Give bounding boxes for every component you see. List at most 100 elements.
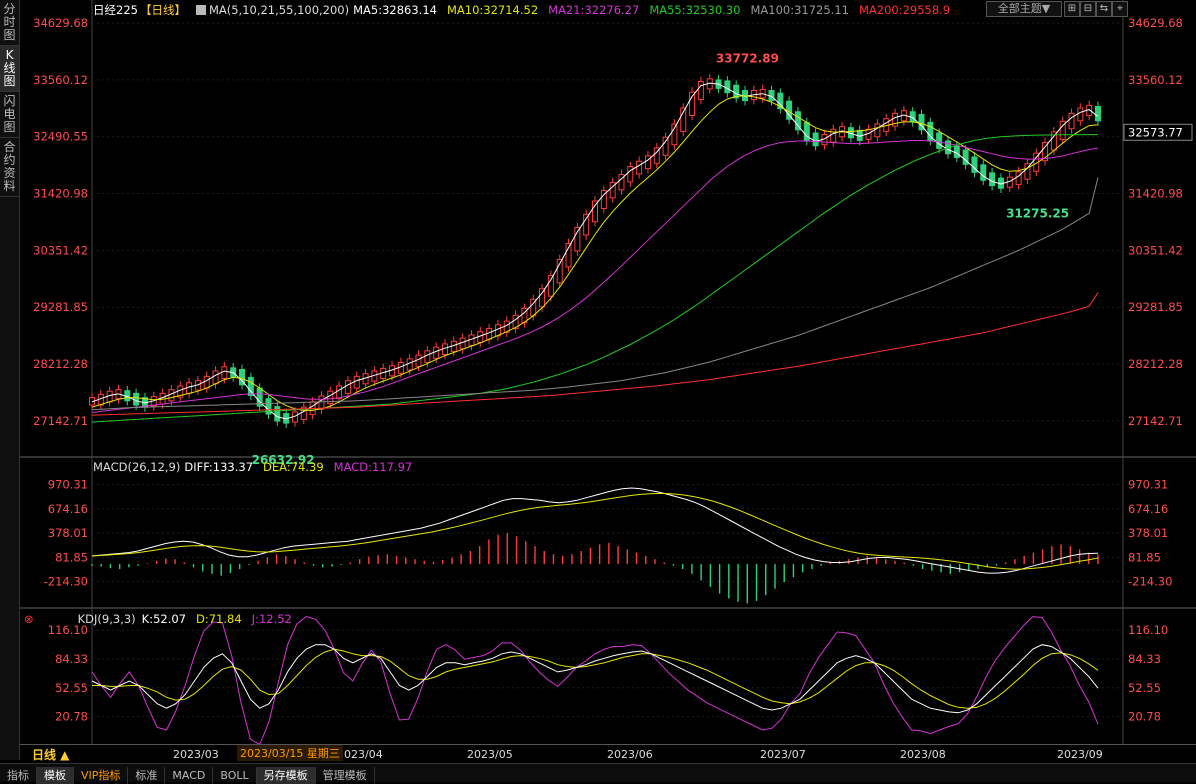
macd-header: MACD(26,12,9) DIFF:133.37 DEA:74.39 MACD:11…: [93, 460, 422, 474]
last-price-box: [1123, 123, 1193, 141]
high-price-label: 33772.89: [716, 52, 779, 66]
candle-body: [1095, 105, 1101, 122]
candle-body: [874, 123, 881, 138]
theme-dropdown[interactable]: 全部主题▼: [986, 1, 1062, 17]
candle-body: [424, 350, 431, 364]
side-tab-timeshare[interactable]: 分时图: [0, 0, 19, 46]
candle-body: [671, 123, 678, 146]
candle-body: [415, 354, 422, 367]
candle-body: [794, 111, 801, 131]
candle-body: [777, 92, 784, 110]
y-tick-label-right: 970.31: [1128, 478, 1168, 492]
candle-body: [609, 181, 616, 199]
kdj-j-line: [91, 616, 1099, 744]
y-tick-label-left: 970.31: [48, 478, 88, 492]
candle-body: [353, 375, 360, 389]
y-tick-label-left: 33560.12: [33, 73, 88, 87]
main-header: 日经225 【日线】 MA(5,10,21,55,100,200) MA5:32863…: [93, 2, 960, 18]
y-tick-label-left: 29281.85: [33, 300, 88, 314]
tab-indicator[interactable]: 指标: [0, 767, 37, 784]
candle-body: [212, 370, 219, 385]
candle-body: [1042, 142, 1049, 162]
candle-body: [1077, 107, 1084, 122]
last-price-label: 32573.77: [1128, 125, 1183, 139]
tab-vip-indicator[interactable]: VIP指标: [74, 767, 129, 784]
y-tick-label-left: 30351.42: [33, 243, 88, 257]
y-tick-label-left: 52.55: [55, 681, 88, 695]
y-tick-label-left: 27142.71: [33, 414, 88, 428]
kdj-header: ⊗ KDJ(9,3,3) K:52.07 D:71.84 J:12.52: [24, 612, 302, 626]
zoom-out-icon[interactable]: ⊟: [1080, 1, 1096, 17]
instrument-title: 日经225: [93, 3, 138, 17]
ma10-line: [91, 95, 1099, 411]
candle-body: [583, 213, 590, 236]
bottom-toolbar: 指标 模板 VIP指标 标准 MACD BOLL 另存模板 管理模板: [0, 763, 1196, 784]
tab-boll[interactable]: BOLL: [213, 767, 257, 784]
candle-body: [133, 392, 140, 406]
x-label: 2023/05: [467, 748, 513, 761]
tab-macd[interactable]: MACD: [165, 767, 214, 784]
candle-body: [936, 132, 943, 149]
candle-body: [512, 314, 519, 330]
y-tick-label-right: 116.10: [1128, 623, 1168, 637]
side-tab-kline[interactable]: K线图: [0, 46, 19, 92]
y-tick-label-right: 31420.98: [1128, 187, 1183, 201]
tab-standard[interactable]: 标准: [128, 767, 166, 784]
tab-manage-template[interactable]: 管理模板: [316, 767, 375, 784]
y-tick-label-right: 27142.71: [1128, 414, 1183, 428]
candle-body: [653, 147, 660, 164]
candle-body: [918, 113, 925, 131]
y-tick-label-right: 674.16: [1128, 502, 1168, 516]
y-tick-label-right: 378.01: [1128, 526, 1168, 540]
macd-params: MACD(26,12,9): [93, 460, 181, 474]
tab-save-template[interactable]: 另存模板: [256, 767, 316, 784]
shift-icon[interactable]: ⇆: [1096, 1, 1112, 17]
side-tab-contract-info[interactable]: 合约资料: [0, 138, 19, 197]
settings-icon[interactable]: [195, 5, 206, 15]
y-tick-label-right: 52.55: [1128, 681, 1161, 695]
candle-body: [680, 107, 687, 132]
y-tick-label-right: 30351.42: [1128, 243, 1183, 257]
candle-body: [274, 406, 281, 422]
y-tick-label-right: 81.85: [1128, 550, 1161, 564]
y-tick-label-right: -214.30: [1128, 575, 1172, 589]
cursor-icon[interactable]: ⌖: [1112, 1, 1128, 17]
candle-body: [168, 389, 175, 402]
tab-template[interactable]: 模板: [37, 767, 74, 784]
x-label: 2023/09: [1057, 748, 1103, 761]
candle-body: [406, 358, 413, 371]
candle-body: [980, 164, 987, 181]
kdj-k-line: [91, 644, 1099, 714]
ma-params: MA(5,10,21,55,100,200): [208, 3, 350, 17]
kdj-d: D:71.84: [196, 612, 242, 626]
candle-body: [971, 156, 978, 173]
zoom-in-icon[interactable]: ⊞: [1064, 1, 1080, 17]
macd-dea-line: [91, 492, 1099, 570]
macd-diff-line: [91, 487, 1099, 574]
candle-body: [565, 243, 572, 268]
x-label: 2023/04: [337, 748, 383, 761]
candle-body: [962, 149, 969, 165]
y-tick-label-left: -214.30: [44, 575, 88, 589]
chart-canvas[interactable]: 33772.89 26632.92 31275.25 34629.68 34629.6…: [20, 0, 1196, 744]
candle-body: [239, 368, 246, 386]
ma10-value: MA10:32714.52: [446, 3, 539, 17]
candle-body: [733, 84, 740, 99]
y-tick-label-left: 20.78: [55, 710, 88, 724]
candle-body: [600, 189, 607, 209]
indicator-close-icon[interactable]: ⊗: [24, 612, 34, 626]
candle-body: [1024, 163, 1031, 180]
cursor-date: 2023/03/15 星期三: [237, 745, 343, 761]
candle-body: [247, 376, 254, 396]
ma100-line: [91, 177, 1099, 411]
candle-body: [433, 346, 440, 359]
ma100-value: MA100:31725.11: [750, 3, 849, 17]
period-selector[interactable]: 日线 ▲: [32, 748, 70, 762]
candle-body: [344, 380, 351, 394]
side-tabs: 分时图 K线图 闪电图 合约资料: [0, 0, 20, 760]
candle-body: [539, 288, 546, 308]
side-tab-flash[interactable]: 闪电图: [0, 92, 19, 138]
y-tick-label-right: 84.33: [1128, 652, 1161, 666]
y-tick-label-right: 34629.68: [1128, 16, 1183, 30]
candle-body: [697, 80, 704, 101]
